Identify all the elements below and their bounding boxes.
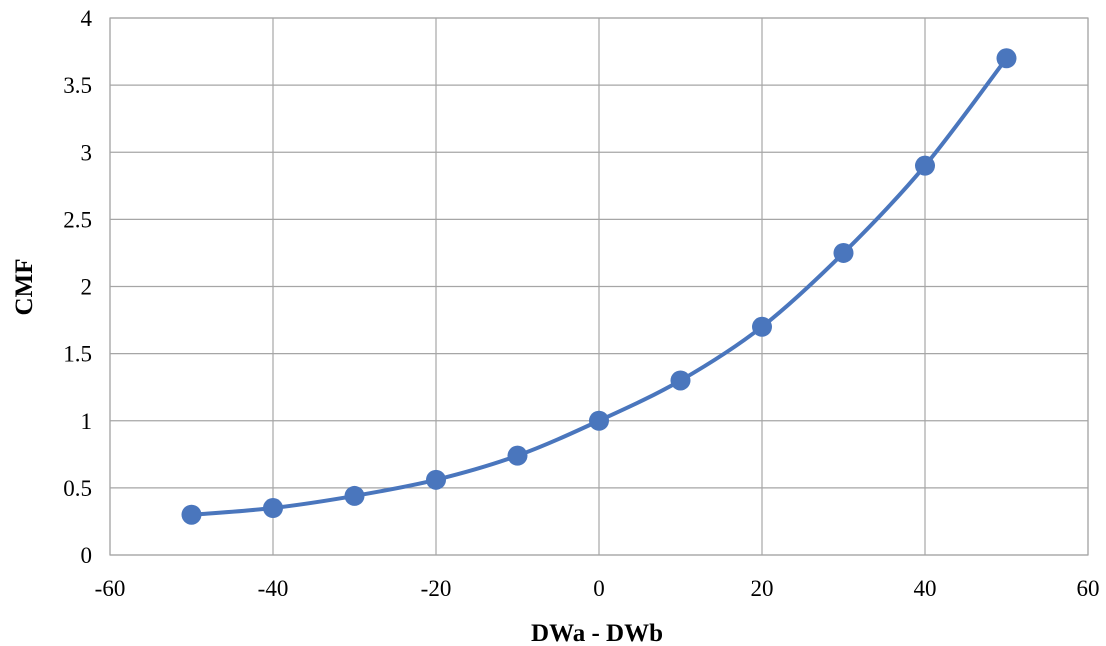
x-tick-label: -40 bbox=[258, 576, 289, 601]
data-point-marker bbox=[752, 316, 772, 337]
data-point-marker bbox=[507, 445, 528, 466]
series-layer bbox=[181, 48, 1017, 525]
y-tick-label: 1 bbox=[81, 409, 93, 434]
x-tick-label: 0 bbox=[593, 576, 605, 601]
tick-label-layer: 0 0.5 1 1.5 2 2.5 3 3.5 4 -60 -40 -20 0 20 40 60 bbox=[63, 6, 1099, 601]
x-tick-label: 40 bbox=[914, 576, 937, 601]
data-point-marker bbox=[915, 155, 935, 176]
y-tick-label: 2 bbox=[81, 275, 93, 300]
y-tick-label: 1.5 bbox=[63, 342, 92, 367]
y-tick-label: 0 bbox=[81, 543, 93, 568]
data-point-marker bbox=[181, 504, 202, 525]
data-point-marker bbox=[426, 469, 446, 490]
x-axis-title: DWa - DWb bbox=[531, 620, 663, 646]
data-point-marker bbox=[589, 410, 609, 431]
y-tick-label: 0.5 bbox=[63, 476, 92, 501]
x-tick-label: 60 bbox=[1077, 576, 1100, 601]
y-tick-label: 3.5 bbox=[63, 73, 92, 98]
data-point-marker bbox=[996, 48, 1017, 69]
x-tick-label: -60 bbox=[95, 576, 126, 601]
data-point-marker bbox=[263, 498, 283, 519]
y-axis-title: CMF bbox=[11, 259, 38, 316]
plot-area-frame bbox=[109, 17, 1089, 556]
data-point-marker bbox=[670, 370, 691, 391]
data-point-marker bbox=[833, 242, 854, 263]
data-point-marker bbox=[344, 485, 365, 506]
x-tick-label: 20 bbox=[751, 576, 774, 601]
y-tick-label: 3 bbox=[81, 140, 93, 165]
y-tick-label: 2.5 bbox=[63, 207, 92, 232]
x-tick-label: -20 bbox=[421, 576, 452, 601]
grid-layer bbox=[109, 17, 1089, 556]
y-tick-label: 4 bbox=[81, 6, 93, 31]
